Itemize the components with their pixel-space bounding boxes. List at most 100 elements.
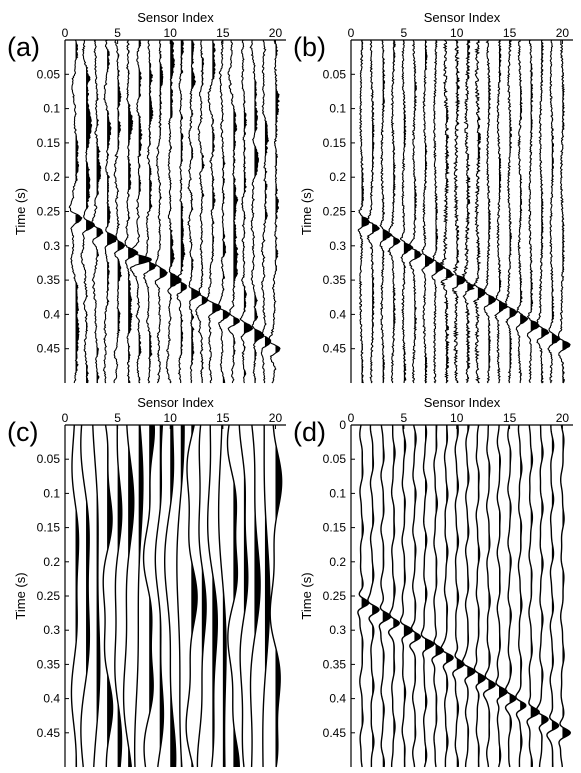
trace-10 — [165, 39, 182, 384]
y-tick-label: 0.25 — [323, 205, 347, 219]
trace-10 — [451, 39, 467, 384]
trace-1 — [70, 424, 80, 767]
y-tick-label: 0.05 — [37, 67, 61, 81]
panel-label: (a) — [7, 32, 40, 62]
trace-fill-4 — [393, 441, 400, 742]
trace-17 — [526, 424, 540, 768]
trace-9 — [440, 424, 454, 768]
trace-fill-9 — [446, 42, 454, 383]
trace-11 — [176, 424, 185, 768]
trace-17 — [238, 424, 249, 768]
trace-fill-14 — [499, 40, 508, 383]
x-tick-label: 5 — [401, 411, 408, 425]
trace-fill-17 — [243, 91, 253, 383]
trace-8 — [431, 424, 445, 768]
trace-3 — [378, 424, 392, 768]
trace-fill-1 — [75, 41, 82, 381]
trace-fill-2 — [372, 439, 380, 755]
trace-4 — [102, 39, 118, 384]
y-tick-label: 0.35 — [323, 657, 347, 671]
trace-20 — [269, 424, 283, 768]
y-tick-label: 0.4 — [43, 692, 60, 706]
x-tick-label: 20 — [269, 26, 283, 40]
trace-13 — [482, 424, 497, 768]
panel-2: 0 5 10 15 20 0.05 0.1 0.15 0.2 0.25 0.3 0.35 0.4 0.45… — [293, 10, 573, 384]
x-axis-title: Sensor Index — [424, 10, 501, 25]
x-tick-label: 5 — [401, 26, 408, 40]
trace-4 — [387, 424, 400, 768]
trace-fill-11 — [467, 40, 475, 382]
y-tick-label: 0.2 — [43, 555, 60, 569]
trace-9 — [439, 39, 455, 384]
y-tick-label: 0.45 — [37, 342, 61, 356]
x-axis-title: Sensor Index — [137, 10, 214, 25]
trace-fill-17 — [530, 446, 540, 767]
trace-2 — [80, 424, 91, 768]
x-tick-label: 15 — [503, 26, 517, 40]
trace-3 — [91, 39, 104, 384]
trace-fill-13 — [201, 47, 208, 383]
panel-label: (d) — [293, 417, 326, 447]
trace-fill-5 — [403, 42, 413, 383]
trace-10 — [452, 424, 465, 768]
panel-label: (b) — [293, 32, 326, 62]
x-tick-label: 15 — [216, 411, 230, 425]
x-tick-label: 20 — [556, 26, 570, 40]
trace-13 — [196, 424, 207, 768]
trace-5 — [399, 425, 414, 768]
y-tick-label: 0.45 — [323, 726, 347, 740]
panel-1: 0 5 10 15 20 0.05 0.1 0.15 0.2 0.25 0.3 0.35 0.4 0.45… — [7, 10, 286, 384]
trace-6 — [409, 424, 422, 768]
y-tick-label: 0.4 — [43, 307, 60, 321]
trace-3 — [92, 424, 101, 768]
y-tick-label: 0 — [339, 418, 346, 432]
trace-19 — [262, 425, 271, 768]
trace-20 — [267, 39, 281, 384]
trace-16 — [227, 39, 240, 384]
trace-fill-9 — [159, 41, 168, 373]
trace-3 — [379, 39, 393, 384]
trace-18 — [249, 424, 261, 768]
x-axis-title: Sensor Index — [137, 395, 214, 410]
trace-fill-8 — [149, 425, 155, 716]
panel-3: 0 5 10 15 20 0.05 0.1 0.15 0.2 0.25 0.3 0.35 0.4 0.45… — [7, 395, 286, 768]
trace-15 — [217, 424, 227, 768]
trace-14 — [206, 39, 222, 384]
trace-15 — [504, 39, 519, 384]
y-tick-label: 0.35 — [37, 657, 61, 671]
x-tick-label: 15 — [503, 411, 517, 425]
trace-6 — [124, 39, 139, 384]
y-tick-label: 0.1 — [43, 102, 60, 116]
trace-11 — [176, 39, 187, 384]
trace-fill-1 — [75, 506, 79, 767]
trace-5 — [399, 39, 414, 384]
x-tick-label: 20 — [556, 411, 570, 425]
trace-9 — [154, 39, 168, 384]
trace-fill-4 — [107, 436, 113, 753]
y-tick-label: 0.25 — [37, 205, 61, 219]
trace-fill-7 — [425, 40, 434, 383]
trace-fill-1 — [361, 40, 370, 383]
y-tick-label: 0.2 — [329, 555, 346, 569]
trace-fill-20 — [275, 443, 282, 767]
y-axis-title: Time (s) — [299, 572, 314, 619]
y-tick-label: 0.3 — [43, 623, 60, 637]
trace-fill-6 — [414, 58, 422, 360]
trace-fill-15 — [222, 48, 230, 383]
y-tick-label: 0.25 — [37, 589, 61, 603]
y-tick-label: 0.15 — [323, 521, 347, 535]
trace-8 — [142, 424, 156, 768]
trace-fill-12 — [191, 425, 198, 767]
y-tick-label: 0.3 — [329, 623, 346, 637]
trace-fill-19 — [264, 503, 270, 681]
trace-8 — [431, 39, 445, 384]
x-tick-label: 10 — [164, 26, 178, 40]
trace-17 — [239, 39, 254, 384]
trace-fill-5 — [117, 49, 125, 366]
trace-fill-18 — [541, 441, 548, 755]
trace-12 — [473, 424, 487, 768]
trace-5 — [113, 39, 126, 384]
trace-fill-10 — [170, 40, 181, 383]
x-tick-label: 15 — [216, 26, 230, 40]
x-tick-label: 20 — [269, 411, 283, 425]
